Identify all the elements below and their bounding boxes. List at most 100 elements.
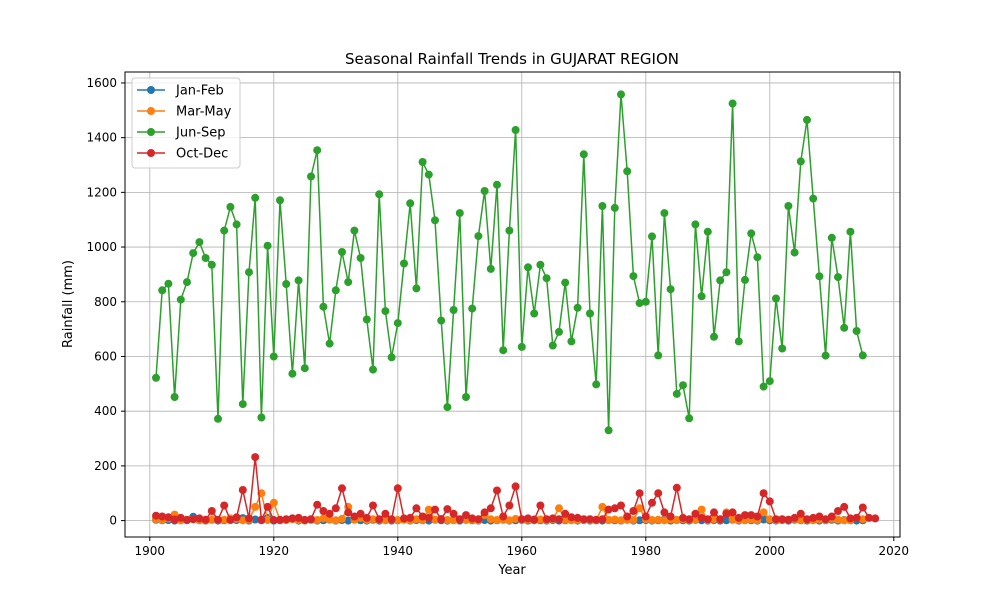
- data-point-oct-dec: [865, 513, 873, 522]
- legend-label-mar-may: Mar-May: [176, 105, 232, 120]
- data-point-jun-sep: [226, 202, 235, 211]
- data-point-jun-sep: [524, 263, 532, 272]
- data-point-mar-may: [691, 516, 700, 524]
- data-point-oct-dec: [176, 513, 185, 522]
- y-tick-label: 0: [109, 514, 117, 528]
- data-point-mar-may: [728, 515, 737, 524]
- data-point-jun-sep: [294, 276, 303, 285]
- data-point-jun-sep: [152, 373, 160, 382]
- data-point-mar-may: [338, 514, 346, 523]
- data-point-jun-sep: [493, 180, 501, 189]
- data-point-jan-feb: [722, 516, 731, 525]
- x-tick-label: 1920: [259, 544, 290, 558]
- data-point-jun-sep: [331, 286, 340, 295]
- data-point-oct-dec: [220, 501, 229, 510]
- data-point-jun-sep: [319, 302, 328, 311]
- data-point-mar-may: [381, 516, 390, 525]
- data-point-oct-dec: [530, 515, 539, 524]
- data-point-oct-dec: [319, 507, 328, 515]
- data-point-mar-may: [493, 516, 501, 524]
- data-point-jun-sep: [195, 238, 204, 247]
- data-point-oct-dec: [871, 514, 880, 523]
- data-point-jun-sep: [827, 233, 836, 242]
- legend: Jan-Feb Mar-May Jun-Sep Oct-Dec: [131, 77, 241, 169]
- plot-frame: [124, 71, 901, 538]
- data-point-oct-dec: [555, 515, 563, 524]
- data-point-jun-sep: [598, 202, 607, 210]
- data-point-oct-dec: [480, 508, 489, 517]
- data-point-oct-dec: [462, 511, 470, 520]
- data-point-oct-dec: [245, 514, 253, 523]
- data-point-mar-may: [840, 516, 849, 525]
- data-point-mar-may: [635, 504, 644, 513]
- data-point-jun-sep: [462, 393, 470, 401]
- data-point-oct-dec: [586, 515, 594, 524]
- data-point-jun-sep: [722, 268, 731, 277]
- data-point-jun-sep: [207, 260, 216, 269]
- data-point-oct-dec: [815, 512, 824, 521]
- data-point-oct-dec: [505, 501, 514, 510]
- data-point-mar-may: [220, 515, 229, 524]
- data-point-jun-sep: [790, 248, 799, 257]
- data-point-jun-sep: [635, 299, 644, 308]
- data-point-jan-feb: [759, 515, 768, 524]
- data-point-mar-may: [505, 516, 514, 525]
- x-tick-label: 1940: [383, 544, 414, 558]
- data-point-jun-sep: [536, 260, 545, 269]
- data-point-jun-sep: [468, 304, 477, 313]
- data-point-oct-dec: [734, 513, 743, 522]
- data-point-oct-dec: [375, 515, 384, 524]
- data-point-jun-sep: [530, 309, 539, 318]
- data-point-jun-sep: [685, 414, 694, 423]
- data-point-jun-sep: [542, 274, 551, 283]
- data-point-oct-dec: [412, 504, 421, 513]
- data-point-jun-sep: [604, 426, 613, 435]
- data-point-oct-dec: [629, 507, 638, 515]
- data-point-jun-sep: [561, 278, 570, 287]
- data-point-jun-sep: [170, 393, 179, 401]
- data-point-oct-dec: [753, 512, 762, 521]
- data-point-jun-sep: [517, 342, 526, 351]
- data-point-jun-sep: [586, 309, 594, 318]
- data-point-oct-dec: [201, 515, 210, 524]
- data-point-jun-sep: [338, 248, 346, 256]
- data-point-jun-sep: [220, 226, 229, 235]
- data-point-oct-dec: [536, 501, 545, 510]
- data-point-jun-sep: [691, 220, 700, 229]
- data-point-jun-sep: [679, 381, 687, 390]
- data-point-mar-may: [796, 516, 805, 524]
- data-point-mar-may: [369, 515, 377, 524]
- data-point-oct-dec: [834, 507, 842, 515]
- data-point-jun-sep: [201, 254, 210, 262]
- legend-label-jan-feb: Jan-Feb: [175, 84, 224, 99]
- data-point-mar-may: [393, 516, 402, 524]
- data-point-jun-sep: [610, 203, 619, 212]
- data-point-jun-sep: [654, 351, 663, 360]
- data-point-oct-dec: [598, 515, 607, 524]
- data-point-mar-may: [610, 515, 619, 524]
- data-point-oct-dec: [400, 514, 408, 523]
- data-point-oct-dec: [511, 482, 520, 491]
- data-point-oct-dec: [226, 516, 235, 524]
- data-point-oct-dec: [517, 515, 526, 524]
- data-point-mar-may: [672, 516, 681, 524]
- y-tick-label: 200: [94, 459, 117, 473]
- data-point-oct-dec: [493, 486, 501, 495]
- data-point-jun-sep: [232, 220, 241, 229]
- data-point-jun-sep: [474, 232, 483, 241]
- data-point-oct-dec: [387, 515, 396, 524]
- data-point-jun-sep: [499, 346, 508, 355]
- data-point-oct-dec: [852, 513, 861, 522]
- data-point-oct-dec: [325, 509, 334, 518]
- ticks: 1900 1920 1940 1960 1980 2000 2020 0 200 400 600 80…: [86, 76, 909, 558]
- x-tick-label: 1960: [507, 544, 538, 558]
- data-point-oct-dec: [846, 514, 855, 523]
- data-point-oct-dec: [648, 498, 656, 507]
- data-point-jun-sep: [437, 316, 446, 325]
- data-point-oct-dec: [617, 501, 625, 510]
- data-point-jun-sep: [846, 227, 855, 236]
- data-point-jun-sep: [716, 276, 725, 285]
- data-point-jun-sep: [741, 275, 749, 284]
